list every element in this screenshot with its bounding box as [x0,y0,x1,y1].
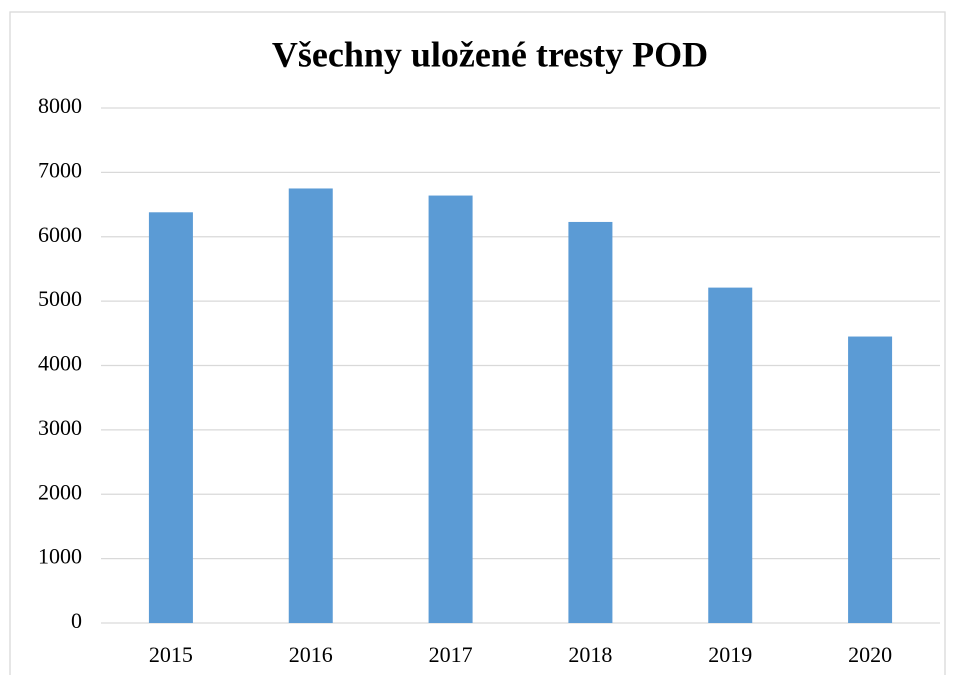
x-tick-label: 2020 [848,642,892,667]
bar [708,287,753,623]
x-tick-label: 2018 [568,642,612,667]
y-tick-label: 1000 [38,544,82,569]
y-tick-label: 0 [71,608,82,633]
bar [148,212,193,623]
y-tick-label: 6000 [38,222,82,247]
bar [288,188,333,623]
bar [568,221,613,623]
bar [428,195,473,624]
x-tick-label: 2019 [708,642,752,667]
y-tick-label: 7000 [38,157,82,182]
y-tick-label: 5000 [38,286,82,311]
bar [848,336,893,623]
x-tick-label: 2017 [429,642,473,667]
y-tick-label: 4000 [38,351,82,376]
y-tick-label: 3000 [38,415,82,440]
x-tick-label: 2016 [289,642,333,667]
y-tick-label: 2000 [38,479,82,504]
chart-title: Všechny uložené tresty POD [272,34,708,74]
y-tick-label: 8000 [38,93,82,118]
x-tick-label: 2015 [149,642,193,667]
